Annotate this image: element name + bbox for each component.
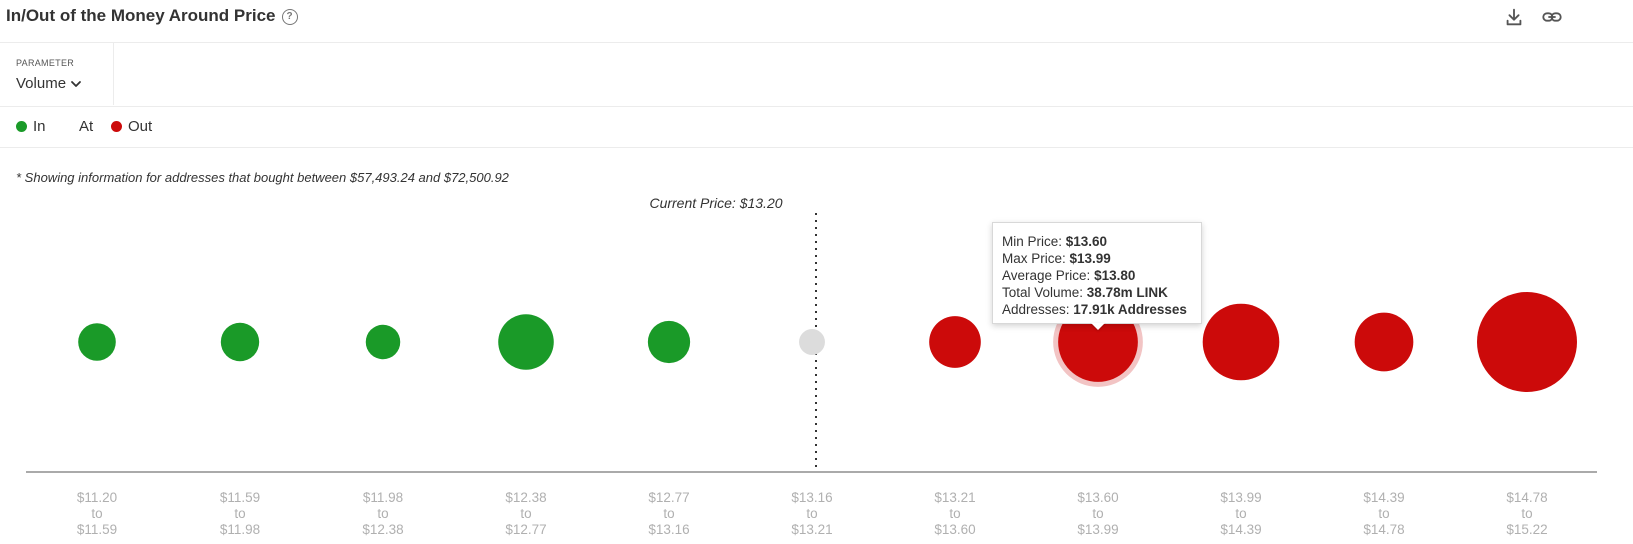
bubble-at[interactable] (799, 329, 825, 355)
link-icon[interactable] (1541, 6, 1563, 28)
bubbles-group (78, 292, 1577, 392)
bubble-in[interactable] (498, 314, 554, 370)
tick-label-from: $11.20 (77, 490, 117, 505)
tick-label-from: $13.16 (791, 490, 832, 505)
tick-label-to: $13.60 (934, 522, 975, 537)
tick-label-connector: to (520, 506, 531, 521)
tooltip-min-price: Min Price: $13.60 (1002, 234, 1108, 249)
tick-label-from: $14.39 (1363, 490, 1404, 505)
tick-label-from: $12.38 (505, 490, 546, 505)
legend-label-in: In (33, 118, 46, 135)
bubble-in[interactable] (220, 322, 260, 362)
tick-label-from: $11.59 (220, 490, 260, 505)
tick-label-from: $13.99 (1220, 490, 1261, 505)
tick-label-to: $13.16 (648, 522, 689, 537)
parameter-select[interactable]: Volume (16, 75, 82, 92)
bubble-out[interactable] (929, 316, 981, 368)
tick-label-from: $13.60 (1077, 490, 1118, 505)
tick-label-connector: to (1235, 506, 1246, 521)
divider (0, 106, 1633, 107)
legend-label-at: At (79, 118, 94, 135)
tooltip-max-price: Max Price: $13.99 (1002, 251, 1111, 266)
bubble-in[interactable] (78, 323, 116, 361)
tick-label-connector: to (1521, 506, 1532, 521)
tick-label-connector: to (234, 506, 245, 521)
tick-label-connector: to (949, 506, 960, 521)
tick-label-from: $12.77 (648, 490, 689, 505)
bubble-out[interactable] (1477, 292, 1577, 392)
range-note: * Showing information for addresses that… (16, 170, 509, 185)
tick-label-to: $14.78 (1363, 522, 1404, 537)
tooltip: Min Price: $13.60 Max Price: $13.99 Aver… (992, 222, 1202, 324)
tooltip-avg-price: Average Price: $13.80 (1002, 268, 1136, 283)
legend-item-at[interactable]: At (79, 118, 93, 135)
download-icon[interactable] (1503, 6, 1525, 28)
tooltip-volume: Total Volume: 38.78m LINK (1002, 285, 1168, 300)
bubble-out[interactable] (1202, 303, 1280, 381)
widget-header: In/Out of the Money Around Price? (0, 0, 1633, 43)
tick-label-to: $11.98 (220, 522, 260, 537)
tick-label-connector: to (377, 506, 388, 521)
question-circle-icon[interactable]: ? (281, 9, 298, 25)
tick-label-connector: to (1092, 506, 1103, 521)
bubble-in[interactable] (647, 320, 691, 364)
bubble-out[interactable] (1354, 312, 1414, 372)
tick-label-from: $11.98 (363, 490, 403, 505)
tick-label-to: $12.38 (362, 522, 403, 537)
tick-label-from: $13.21 (934, 490, 975, 505)
tick-label-to: $13.21 (791, 522, 832, 537)
tick-label-to: $11.59 (77, 522, 117, 537)
tick-label-connector: to (1378, 506, 1389, 521)
parameter-selected-value: Volume (16, 75, 67, 92)
header-actions (1503, 6, 1563, 28)
legend-dot-out (111, 121, 122, 132)
widget-title: In/Out of the Money Around Price? (6, 6, 298, 26)
tick-label-to: $15.22 (1506, 522, 1547, 537)
tick-label-connector: to (806, 506, 817, 521)
legend-item-out[interactable]: Out (111, 118, 152, 135)
tick-label-from: $14.78 (1506, 490, 1547, 505)
tick-label-to: $13.99 (1077, 522, 1118, 537)
tick-label-to: $12.77 (505, 522, 546, 537)
tooltip-arrow (1091, 323, 1105, 330)
current-price-label: Current Price: $13.20 (649, 195, 782, 211)
legend-label-out: Out (128, 118, 153, 135)
widget-title-text: In/Out of the Money Around Price (6, 6, 276, 25)
tick-labels-group: $11.20to$11.59$11.59to$11.98$11.98to$12.… (77, 490, 1548, 537)
tooltip-addresses: Addresses: 17.91k Addresses (1002, 302, 1187, 317)
tick-label-connector: to (91, 506, 102, 521)
parameter-panel: PARAMETER Volume (0, 43, 114, 105)
legend-item-in[interactable]: In (16, 118, 46, 135)
legend-dot-in (16, 121, 27, 132)
tick-label-connector: to (663, 506, 674, 521)
tick-label-to: $14.39 (1220, 522, 1261, 537)
parameter-label: PARAMETER (16, 58, 75, 68)
chevron-down-icon (71, 80, 81, 87)
legend: In At Out (0, 107, 1633, 148)
bubble-in[interactable] (365, 324, 401, 360)
